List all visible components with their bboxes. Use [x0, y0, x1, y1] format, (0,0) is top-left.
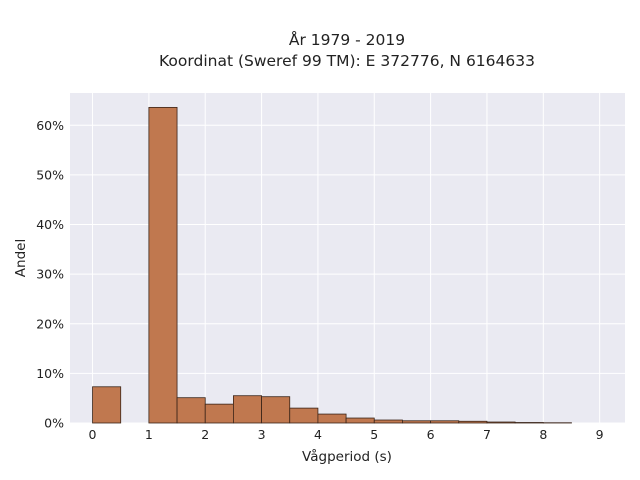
y-axis-label: Andel	[13, 239, 29, 277]
histogram-bar	[148, 106, 178, 424]
histogram-bar	[430, 420, 460, 424]
y-tick-label: 10%	[36, 366, 64, 381]
histogram-bar	[92, 386, 122, 424]
histogram-bar	[289, 407, 319, 424]
x-axis-ticks: 0 1 2 3 4 5 6 7 8 9	[89, 427, 604, 442]
histogram-bar	[176, 397, 206, 424]
histogram-bar	[402, 420, 432, 424]
x-tick-label: 0	[89, 427, 97, 442]
x-axis-label: Vågperiod (s)	[302, 448, 392, 465]
histogram-bar	[486, 421, 516, 424]
x-tick-label: 7	[483, 427, 491, 442]
y-tick-label: 60%	[36, 118, 64, 133]
histogram-bar	[345, 417, 375, 424]
x-tick-label: 5	[370, 427, 378, 442]
histogram-bar	[261, 396, 291, 424]
y-tick-label: 0%	[44, 416, 64, 431]
histogram-bar	[317, 413, 347, 424]
x-tick-label: 6	[427, 427, 435, 442]
bars	[92, 106, 572, 424]
histogram-bar	[458, 420, 488, 424]
x-tick-label: 9	[596, 427, 604, 442]
histogram-bar	[204, 403, 234, 424]
y-axis-ticks: 0% 10% 20% 30% 40% 50% 60%	[36, 118, 64, 431]
y-tick-label: 40%	[36, 217, 64, 232]
histogram-bar	[373, 419, 403, 424]
x-tick-label: 8	[539, 427, 547, 442]
y-tick-label: 50%	[36, 167, 64, 182]
y-tick-label: 20%	[36, 316, 64, 331]
x-tick-label: 4	[314, 427, 322, 442]
x-tick-label: 2	[201, 427, 209, 442]
histogram-bar	[233, 395, 262, 424]
chart-title: År 1979 - 2019	[289, 30, 405, 49]
y-tick-label: 30%	[36, 267, 64, 282]
chart-subtitle: Koordinat (Sweref 99 TM): E 372776, N 61…	[159, 52, 535, 70]
x-tick-label: 1	[145, 427, 153, 442]
x-tick-label: 3	[258, 427, 266, 442]
